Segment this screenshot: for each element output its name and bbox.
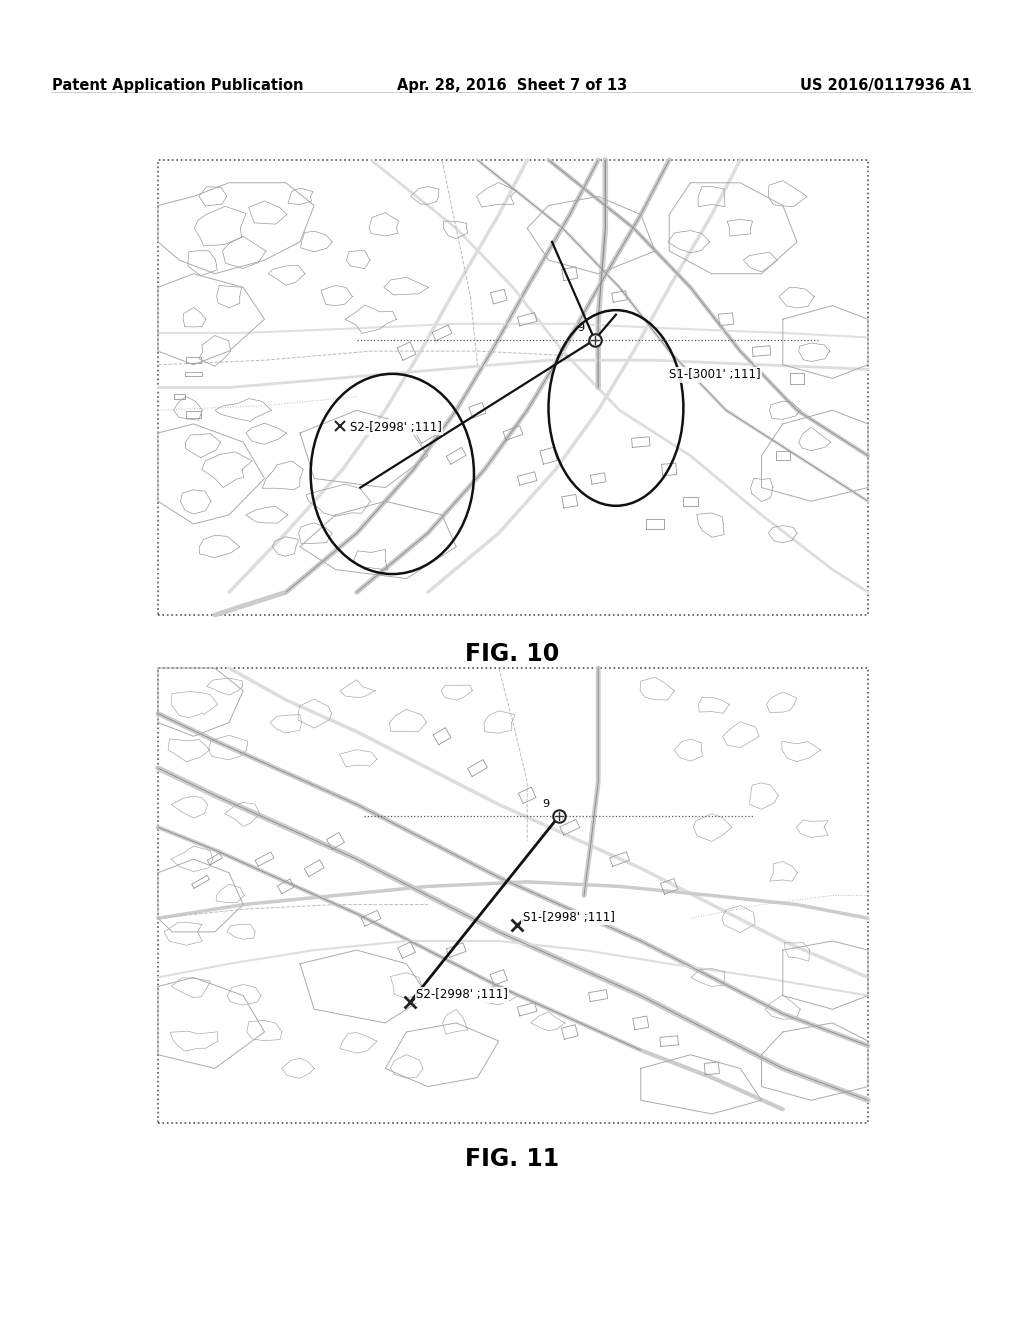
Text: US 2016/0117936 A1: US 2016/0117936 A1 [800, 78, 972, 92]
Text: S1-[2998' ;111]: S1-[2998' ;111] [522, 911, 614, 924]
Text: S2-[2998' ;111]: S2-[2998' ;111] [350, 421, 441, 434]
Text: 9: 9 [578, 322, 585, 333]
Text: Apr. 28, 2016  Sheet 7 of 13: Apr. 28, 2016 Sheet 7 of 13 [397, 78, 627, 92]
Text: S2-[2998' ;111]: S2-[2998' ;111] [416, 989, 508, 1002]
Bar [158, 160, 868, 615]
Text: FIG. 11: FIG. 11 [465, 1147, 559, 1171]
Text: Patent Application Publication: Patent Application Publication [52, 78, 303, 92]
Text: FIG. 10: FIG. 10 [465, 642, 559, 667]
Text: 9: 9 [542, 799, 549, 809]
Bar [158, 668, 868, 1123]
Text: S1-[3001' ;111]: S1-[3001' ;111] [670, 368, 761, 381]
